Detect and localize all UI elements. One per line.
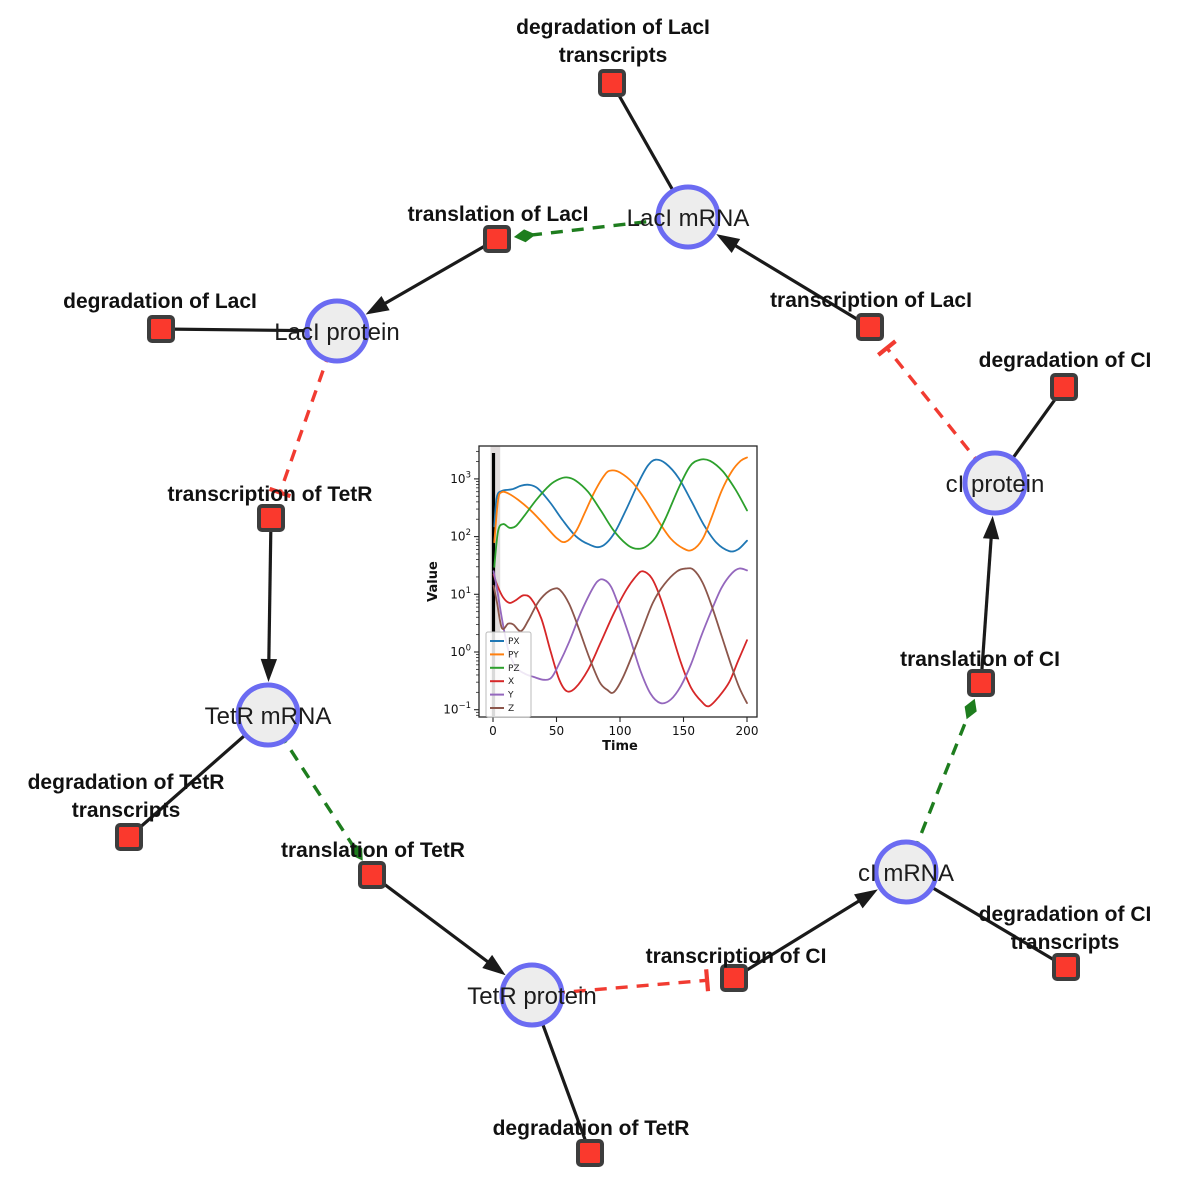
x-axis-title: Time bbox=[602, 739, 638, 754]
reaction-node-transl_laci[interactable] bbox=[483, 225, 511, 253]
species-node-ci_protein[interactable] bbox=[962, 450, 1028, 516]
reaction-label-transc_laci: transcription of LacI bbox=[770, 289, 972, 312]
species-node-tetr_protein[interactable] bbox=[499, 962, 565, 1028]
legend-label-PY: PY bbox=[508, 650, 519, 660]
edge-inhibition-tetr_protein-transc_ci-inhibition-tee bbox=[704, 969, 711, 992]
species-label-tetr_mrna: TetR mRNA bbox=[205, 703, 332, 730]
series-Z bbox=[492, 567, 748, 704]
legend-label-PZ: PZ bbox=[508, 664, 520, 674]
reaction-node-deg_tetr[interactable] bbox=[576, 1139, 604, 1167]
edge-arrow-transc_laci-laci_mrna bbox=[730, 242, 871, 329]
reaction-label-transl_laci: translation of LacI bbox=[408, 203, 589, 226]
reaction-node-transl_tetr[interactable] bbox=[358, 861, 386, 889]
edge-inhibition-laci_protein-transc_tetr-inhibition-tee bbox=[268, 486, 292, 499]
legend-label-Z: Z bbox=[508, 704, 514, 714]
plot-frame bbox=[478, 445, 758, 718]
reaction-node-transl_ci[interactable] bbox=[967, 669, 995, 697]
edge-arrow-transl_laci-laci_protein bbox=[380, 237, 498, 307]
series-PZ bbox=[493, 458, 748, 568]
legend: PX PY PZ XYZ bbox=[485, 631, 532, 718]
x-tick-label: 150 bbox=[672, 724, 695, 738]
legend-label-PX: PX bbox=[508, 637, 520, 647]
nodes-layer bbox=[115, 69, 1080, 1167]
edge-arrow-transc_tetr-tetr_mrna bbox=[267, 517, 273, 665]
y-tick-label: 103 bbox=[450, 470, 471, 486]
reaction-node-deg_tetr_tx[interactable] bbox=[115, 823, 143, 851]
species-label-laci_protein: LacI protein bbox=[274, 319, 399, 346]
edge-arrow-transc_tetr-tetr_mrna-arrowhead bbox=[260, 658, 278, 683]
species-label-laci_mrna: LacI mRNA bbox=[627, 205, 750, 232]
reaction-label-deg_tetr_tx: degradation of TetR transcripts bbox=[28, 771, 225, 822]
edge-arrow-transc_ci-ci_mrna-arrowhead bbox=[854, 889, 878, 909]
legend-label-Y: Y bbox=[507, 691, 514, 701]
x-tick-label: 100 bbox=[609, 724, 632, 738]
reaction-label-transl_ci: translation of CI bbox=[900, 648, 1060, 671]
edge-catalysis-laci_mrna-transl_laci-catalysis-head bbox=[513, 229, 536, 243]
reaction-label-deg_ci: degradation of CI bbox=[979, 349, 1152, 372]
legend-label-X: X bbox=[508, 677, 514, 687]
edge-arrow-transl_ci-ci_protein-arrowhead bbox=[982, 515, 1000, 540]
x-tick-label: 0 bbox=[489, 724, 497, 738]
reaction-node-transc_ci[interactable] bbox=[720, 964, 748, 992]
series-X bbox=[492, 570, 748, 708]
labels-layer: degradation of LacI transcripts translatio… bbox=[28, 16, 1152, 1140]
reaction-label-transl_tetr: translation of TetR bbox=[281, 839, 465, 862]
y-tick-label: 102 bbox=[450, 528, 471, 544]
edge-arrow-transl_tetr-tetr_protein-arrowhead bbox=[482, 954, 506, 976]
x-tick-label: 50 bbox=[549, 724, 564, 738]
reaction-label-deg_ci_tx: degradation of CI transcripts bbox=[979, 903, 1152, 954]
species-label-ci_protein: cI protein bbox=[946, 471, 1045, 498]
edge-arrow-transl_ci-ci_protein bbox=[979, 533, 994, 684]
species-node-laci_mrna[interactable] bbox=[655, 184, 721, 250]
y-axis-title: Value bbox=[426, 561, 441, 602]
edge-catalysis-tetr_mrna-transl_tetr-catalysis-head bbox=[350, 842, 363, 861]
species-node-laci_protein[interactable] bbox=[304, 298, 370, 364]
reaction-node-deg_laci[interactable] bbox=[147, 315, 175, 343]
x-tick-label: 200 bbox=[736, 724, 759, 738]
reaction-label-deg_laci_tx: degradation of LacI transcripts bbox=[516, 16, 710, 67]
series-PY bbox=[493, 456, 748, 552]
edges-layer bbox=[127, 82, 1067, 1154]
reaction-label-transc_ci: transcription of CI bbox=[646, 945, 827, 968]
y-tick-label: 10−1 bbox=[443, 701, 471, 717]
y-tick-label: 100 bbox=[450, 644, 471, 660]
edge-inhibition-ci_protein-transc_laci-inhibition-tee bbox=[876, 339, 897, 357]
reaction-node-transc_laci[interactable] bbox=[856, 313, 884, 341]
reaction-label-deg_laci: degradation of LacI bbox=[63, 290, 257, 313]
reaction-node-deg_ci[interactable] bbox=[1050, 373, 1078, 401]
edge-arrow-transl_tetr-tetr_protein bbox=[371, 873, 493, 966]
reaction-node-deg_laci_tx[interactable] bbox=[598, 69, 626, 97]
species-label-ci_mrna: cI mRNA bbox=[858, 860, 954, 887]
reaction-node-deg_ci_tx[interactable] bbox=[1052, 953, 1080, 981]
edge-arrow-transc_ci-ci_mrna bbox=[733, 897, 864, 980]
edge-catalysis-ci_mrna-transl_ci-catalysis-head bbox=[964, 698, 977, 720]
reaction-node-transc_tetr[interactable] bbox=[257, 504, 285, 532]
edge-arrow-transl_laci-laci_protein-arrowhead bbox=[365, 295, 390, 315]
species-node-ci_mrna[interactable] bbox=[873, 839, 939, 905]
series-PX bbox=[493, 458, 748, 553]
species-node-tetr_mrna[interactable] bbox=[235, 682, 301, 748]
edge-arrow-transc_laci-laci_mrna-arrowhead bbox=[716, 234, 741, 253]
y-tick-label: 101 bbox=[450, 586, 471, 602]
reaction-label-transc_tetr: transcription of TetR bbox=[168, 483, 373, 506]
species-label-tetr_protein: TetR protein bbox=[467, 983, 596, 1010]
reaction-label-deg_tetr: degradation of TetR bbox=[493, 1117, 690, 1140]
